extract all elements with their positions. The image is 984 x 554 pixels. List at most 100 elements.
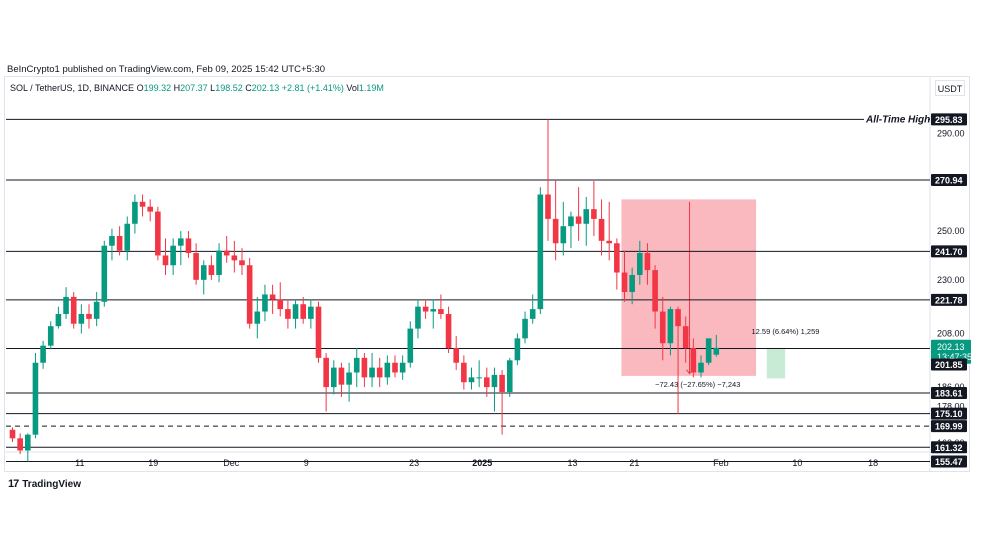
candle-body[interactable] (55, 313, 62, 327)
candle-body[interactable] (361, 357, 368, 378)
candle-body[interactable] (506, 360, 513, 392)
candle-body[interactable] (208, 265, 215, 275)
candle-body[interactable] (353, 357, 360, 373)
candle-body[interactable] (637, 253, 643, 275)
candle-body[interactable] (392, 362, 398, 373)
candle-body[interactable] (667, 309, 674, 344)
candle-body[interactable] (529, 309, 536, 319)
candle-body[interactable] (78, 313, 85, 324)
candle-body[interactable] (499, 374, 505, 392)
candle-body[interactable] (323, 357, 329, 388)
candle-body[interactable] (331, 367, 337, 388)
candle-body[interactable] (537, 194, 544, 310)
candle-body[interactable] (254, 311, 261, 324)
drawdown-measure-box[interactable] (621, 199, 757, 376)
candle-body[interactable] (17, 438, 23, 451)
candle-body[interactable] (300, 304, 306, 319)
candle-body[interactable] (93, 301, 100, 319)
candle-body[interactable] (461, 362, 467, 383)
candle-body[interactable] (101, 245, 108, 302)
candle-body[interactable] (315, 306, 322, 358)
candle-body[interactable] (139, 201, 146, 207)
candle-body[interactable] (116, 235, 123, 251)
candle-body[interactable] (614, 243, 620, 273)
candle-body[interactable] (155, 211, 161, 256)
candle-body[interactable] (407, 328, 414, 363)
candle-body[interactable] (690, 348, 697, 373)
candle-body[interactable] (453, 348, 459, 363)
candle-body[interactable] (193, 253, 199, 280)
symbol-legend[interactable]: SOL / TetherUS, 1D, BINANCE O199.32 H207… (10, 83, 384, 93)
candle-body[interactable] (170, 245, 176, 266)
candle-body[interactable] (698, 362, 704, 373)
candle-body[interactable] (522, 318, 528, 339)
candle-body[interactable] (430, 309, 437, 312)
candle-body[interactable] (292, 304, 299, 319)
candle-body[interactable] (277, 299, 284, 310)
candle-body[interactable] (705, 338, 712, 363)
candle-body[interactable] (644, 253, 651, 271)
candle-body[interactable] (682, 326, 689, 349)
candle-body[interactable] (552, 218, 559, 244)
candle-body[interactable] (239, 260, 245, 266)
candle-body[interactable] (63, 296, 69, 314)
candle-body[interactable] (491, 374, 498, 388)
currency-badge[interactable]: USDT (935, 80, 965, 96)
candle-body[interactable] (438, 309, 444, 314)
rebound-measure-box[interactable] (766, 347, 786, 379)
candle-body[interactable] (713, 347, 720, 355)
candle-body[interactable] (200, 265, 207, 280)
candle-body[interactable] (86, 313, 92, 319)
candle-body[interactable] (262, 294, 268, 312)
candle-body[interactable] (629, 274, 635, 293)
candle-body[interactable] (308, 306, 314, 319)
symbol-name[interactable]: SOL / TetherUS, 1D, BINANCE (10, 83, 135, 93)
candle-body[interactable] (246, 265, 253, 324)
candle-body[interactable] (70, 296, 77, 324)
candle-body[interactable] (40, 345, 46, 363)
candle-body[interactable] (514, 338, 521, 361)
candle-body[interactable] (568, 216, 574, 227)
candle-body[interactable] (162, 255, 169, 266)
candle-body[interactable] (598, 218, 605, 241)
candle-body[interactable] (675, 309, 681, 327)
candle-body[interactable] (575, 216, 582, 224)
candle-body[interactable] (376, 367, 383, 378)
candle-body[interactable] (468, 377, 475, 383)
candle-body[interactable] (216, 250, 222, 275)
candle-body[interactable] (185, 238, 192, 254)
candle-body[interactable] (659, 311, 666, 344)
candle-body[interactable] (606, 240, 612, 244)
candle-body[interactable] (415, 306, 421, 329)
candle-body[interactable] (109, 235, 115, 246)
candle-body[interactable] (25, 434, 31, 451)
candle-body[interactable] (384, 362, 391, 378)
candle-body[interactable] (621, 272, 628, 293)
candle-body[interactable] (132, 201, 138, 224)
candle-body[interactable] (560, 226, 567, 244)
candle-body[interactable] (285, 309, 291, 319)
candle-body[interactable] (47, 326, 54, 346)
candle-body[interactable] (583, 209, 590, 224)
candle-body[interactable] (545, 194, 551, 219)
candle-body[interactable] (591, 209, 597, 219)
candle-body[interactable] (484, 377, 490, 388)
candle-body[interactable] (269, 294, 276, 300)
candle-body[interactable] (399, 362, 406, 373)
candle-body[interactable] (338, 367, 345, 385)
tradingview-logo[interactable]: 17 TradingView (8, 478, 81, 490)
candle-body[interactable] (231, 255, 238, 261)
candle-body[interactable] (9, 429, 16, 439)
candle-body[interactable] (652, 270, 658, 312)
candle-body[interactable] (32, 362, 39, 435)
candle-body[interactable] (124, 223, 131, 251)
candle-body[interactable] (476, 377, 482, 379)
candle-body[interactable] (369, 367, 375, 378)
candle-body[interactable] (223, 250, 230, 256)
candle-body[interactable] (422, 306, 429, 312)
candle-body[interactable] (178, 238, 184, 246)
candle-body[interactable] (445, 313, 452, 349)
candle-body[interactable] (147, 206, 153, 212)
candle-body[interactable] (346, 372, 352, 385)
